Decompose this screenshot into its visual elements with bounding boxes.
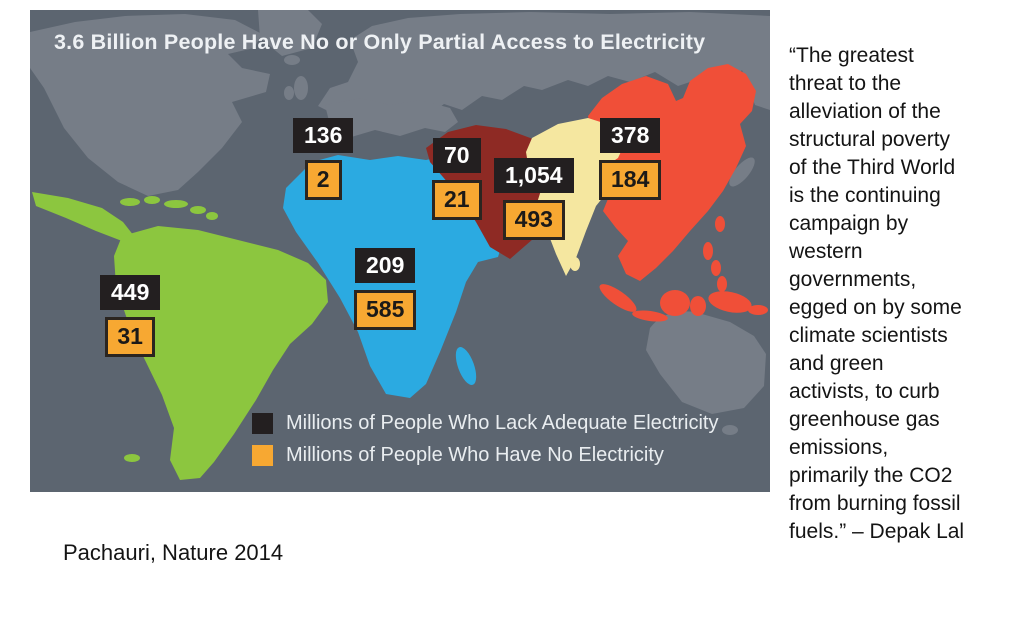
region-values-north-africa: 136 2	[293, 118, 354, 200]
legend-label: Millions of People Who Have No Electrici…	[286, 444, 664, 466]
quote-text: “The greatest threat to the alleviation …	[789, 44, 965, 543]
europe-landmass	[325, 98, 458, 138]
ireland-landmass	[284, 86, 294, 100]
caribbean-island	[206, 212, 218, 220]
australia-landmass	[646, 311, 766, 414]
source-caption: Pachauri, Nature 2014	[63, 540, 284, 565]
value-box-no-electricity: 493	[502, 200, 565, 240]
philippines-island	[717, 276, 727, 292]
world-map-panel: 3.6 Billion People Have No or Only Parti…	[30, 10, 770, 492]
borneo-island	[660, 290, 690, 316]
legend: Millions of People Who Lack Adequate Ele…	[252, 412, 718, 467]
value-box-lack-electricity: 378	[600, 118, 661, 154]
sri-lanka-island	[570, 257, 580, 271]
region-values-south-asia: 1,054 493	[494, 158, 574, 240]
value-box-no-electricity: 585	[354, 290, 417, 330]
madagascar-island	[455, 347, 477, 385]
japan-south-island	[729, 157, 755, 187]
legend-label: Millions of People Who Lack Adequate Ele…	[286, 412, 719, 434]
region-values-south-america: 449 31	[100, 275, 161, 357]
philippines-island	[703, 242, 713, 260]
sulawesi-island	[690, 296, 706, 316]
orange-square-icon	[252, 445, 273, 466]
tasmania-landmass	[722, 425, 738, 435]
caribbean-island	[190, 206, 206, 214]
new-guinea-island	[708, 291, 752, 313]
eurasia-landmass	[318, 12, 770, 122]
value-box-lack-electricity: 209	[355, 248, 416, 284]
north-america-landmass	[30, 14, 270, 196]
world-map-graphic	[30, 10, 770, 492]
falkland-islands	[124, 454, 140, 462]
value-box-no-electricity: 184	[599, 160, 662, 200]
value-box-no-electricity: 21	[432, 180, 482, 220]
caribbean-island	[164, 200, 188, 208]
value-box-no-electricity: 2	[304, 160, 342, 200]
value-box-lack-electricity: 1,054	[494, 158, 574, 194]
south-america-region	[114, 226, 328, 480]
map-title: 3.6 Billion People Have No or Only Parti…	[54, 30, 706, 54]
region-values-middle-east: 70 21	[432, 138, 482, 220]
indonesia-island	[748, 305, 768, 315]
value-box-lack-electricity: 449	[100, 275, 161, 311]
legend-row-no-electricity: Millions of People Who Have No Electrici…	[252, 444, 718, 467]
value-box-lack-electricity: 136	[293, 118, 354, 154]
value-box-no-electricity: 31	[105, 317, 155, 357]
region-values-sub-saharan-africa: 209 585	[354, 248, 417, 330]
sumatra-island	[599, 284, 637, 312]
region-values-east-asia: 378 184	[599, 118, 662, 200]
taiwan-island	[715, 216, 725, 232]
java-island	[632, 310, 668, 322]
legend-row-lack-electricity: Millions of People Who Lack Adequate Ele…	[252, 412, 718, 435]
central-america-region	[32, 192, 134, 241]
value-box-lack-electricity: 70	[433, 138, 481, 174]
iceland-landmass	[284, 55, 300, 65]
greenland-landmass	[258, 10, 322, 56]
caribbean-island	[144, 196, 160, 204]
caribbean-island	[120, 198, 140, 206]
philippines-island	[711, 260, 721, 276]
black-square-icon	[252, 413, 273, 434]
british-isles-landmass	[294, 76, 308, 100]
